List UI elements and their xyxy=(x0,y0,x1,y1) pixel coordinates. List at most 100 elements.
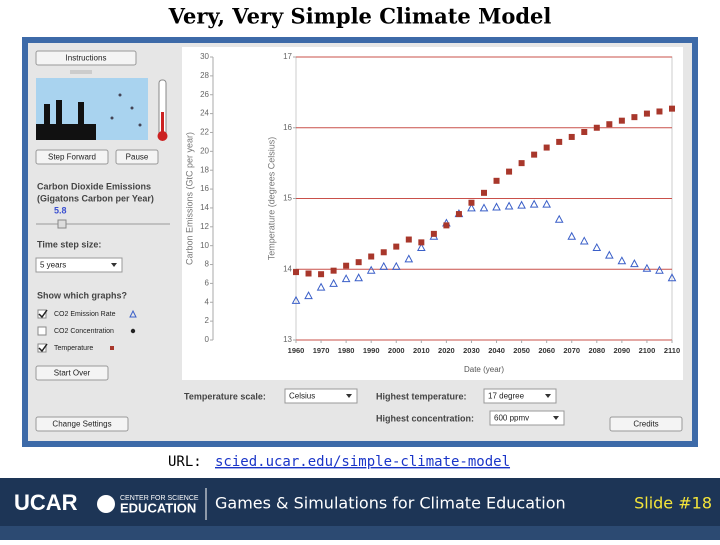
temperature-point xyxy=(531,151,538,158)
emission-point xyxy=(391,261,401,270)
dropdown[interactable] xyxy=(489,410,565,426)
button[interactable] xyxy=(35,365,109,381)
dropdown[interactable] xyxy=(483,388,557,404)
temperature-point xyxy=(493,177,500,184)
y-tick-label: 10 xyxy=(200,241,209,250)
emission-point xyxy=(304,291,313,300)
legend-marker xyxy=(110,346,114,350)
x-tick-label: 1990 xyxy=(363,346,380,355)
temperature-point xyxy=(305,270,312,277)
y2-tick-label: 13 xyxy=(283,335,292,344)
y2-tick-label: 14 xyxy=(283,264,292,273)
logo-sub: CENTER FOR SCIENCE xyxy=(120,495,199,502)
emission-point xyxy=(529,199,539,208)
temperature-point xyxy=(481,189,487,196)
temperature-point xyxy=(631,114,638,121)
button[interactable] xyxy=(35,149,109,165)
y2-axis-title: Temperature (degrees Celsius) xyxy=(266,137,276,261)
button-label[interactable]: Step Forward xyxy=(48,153,96,162)
y-tick-label: 26 xyxy=(200,90,209,99)
y-tick-label: 14 xyxy=(200,203,209,212)
graph-option: Temperature xyxy=(54,345,93,352)
x-axis-title: Date (year) xyxy=(464,365,504,374)
x-tick-label: 1960 xyxy=(288,346,305,355)
emission-point xyxy=(554,214,564,223)
highest-temp-label: Highest temperature: xyxy=(376,391,467,401)
slide-title: Very, Very Simple Climate Model xyxy=(168,4,552,29)
x-tick-label: 2010 xyxy=(413,346,430,355)
y-tick-label: 6 xyxy=(205,279,210,288)
graph-option: CO2 Concentration xyxy=(54,328,114,335)
temperature-point xyxy=(656,108,663,115)
checkmark xyxy=(38,343,48,353)
emission-point xyxy=(655,265,664,274)
emission-point xyxy=(542,199,552,208)
logo-sub: EDUCATION xyxy=(120,500,196,515)
emission-point xyxy=(504,201,514,210)
logo-globe xyxy=(97,495,115,513)
y-tick-label: 8 xyxy=(205,260,210,269)
dropdown[interactable] xyxy=(35,257,123,273)
emission-point xyxy=(404,254,414,263)
emission-point xyxy=(316,282,326,291)
y-tick-label: 12 xyxy=(200,222,209,231)
x-tick-label: 2050 xyxy=(513,346,530,355)
button[interactable] xyxy=(115,149,159,165)
button-label[interactable]: Instructions xyxy=(66,54,107,63)
temperature-point xyxy=(468,199,475,206)
temperature-point xyxy=(330,267,337,274)
dropdown-value[interactable]: 600 ppmv xyxy=(494,414,529,423)
checkbox[interactable] xyxy=(37,326,47,336)
x-tick-label: 2100 xyxy=(639,346,656,355)
button[interactable] xyxy=(609,416,683,432)
button[interactable] xyxy=(35,50,137,66)
slider-thumb[interactable] xyxy=(57,219,67,229)
emission-point xyxy=(492,202,501,211)
x-tick-label: 2060 xyxy=(538,346,555,355)
button-label[interactable]: Pause xyxy=(126,153,149,162)
emission-point xyxy=(467,203,476,212)
slide-number: Slide #18 xyxy=(634,494,712,513)
temperature-point xyxy=(418,239,425,246)
temperature-point xyxy=(506,168,513,175)
dropdown-value[interactable]: 5 years xyxy=(40,261,66,270)
dropdown-value[interactable]: Celsius xyxy=(289,392,315,401)
dropdown-arrow xyxy=(545,394,551,398)
temperature-point xyxy=(568,133,575,140)
button[interactable] xyxy=(35,416,129,432)
dropdown[interactable] xyxy=(284,388,358,404)
temperature-point xyxy=(318,271,325,278)
y2-tick-label: 17 xyxy=(283,52,292,61)
temperature-point xyxy=(405,236,412,243)
x-tick-label: 2040 xyxy=(488,346,505,355)
emission-point xyxy=(604,250,614,259)
emission-point xyxy=(291,295,301,304)
temperature-point xyxy=(355,259,362,266)
button-label[interactable]: Change Settings xyxy=(52,420,111,429)
y-tick-label: 28 xyxy=(200,71,209,80)
chart-area xyxy=(182,47,683,380)
url-label: URL: xyxy=(168,454,202,470)
temperature-point xyxy=(430,230,437,237)
temperature-point xyxy=(443,222,450,229)
temperature-point xyxy=(343,262,350,269)
dropdown-arrow xyxy=(553,416,559,420)
emission-point xyxy=(354,273,364,282)
y2-tick-label: 15 xyxy=(283,194,292,203)
temp-scale-label: Temperature scale: xyxy=(184,391,266,401)
x-tick-label: 2030 xyxy=(463,346,480,355)
dropdown-value[interactable]: 17 degree xyxy=(488,392,525,401)
temperature-point xyxy=(293,269,299,276)
button-label[interactable]: Start Over xyxy=(54,369,91,378)
x-tick-label: 1970 xyxy=(313,346,330,355)
emission-point xyxy=(379,261,389,270)
y-tick-label: 20 xyxy=(200,146,209,155)
x-tick-label: 2090 xyxy=(614,346,631,355)
emission-point xyxy=(329,278,338,287)
button-label[interactable]: Credits xyxy=(633,420,658,429)
graphs-label: Show which graphs? xyxy=(37,290,127,300)
url-link[interactable]: scied.ucar.edu/simple-climate-model xyxy=(215,454,510,470)
temperature-point xyxy=(618,117,625,124)
highest-conc-label: Highest concentration: xyxy=(376,413,474,423)
